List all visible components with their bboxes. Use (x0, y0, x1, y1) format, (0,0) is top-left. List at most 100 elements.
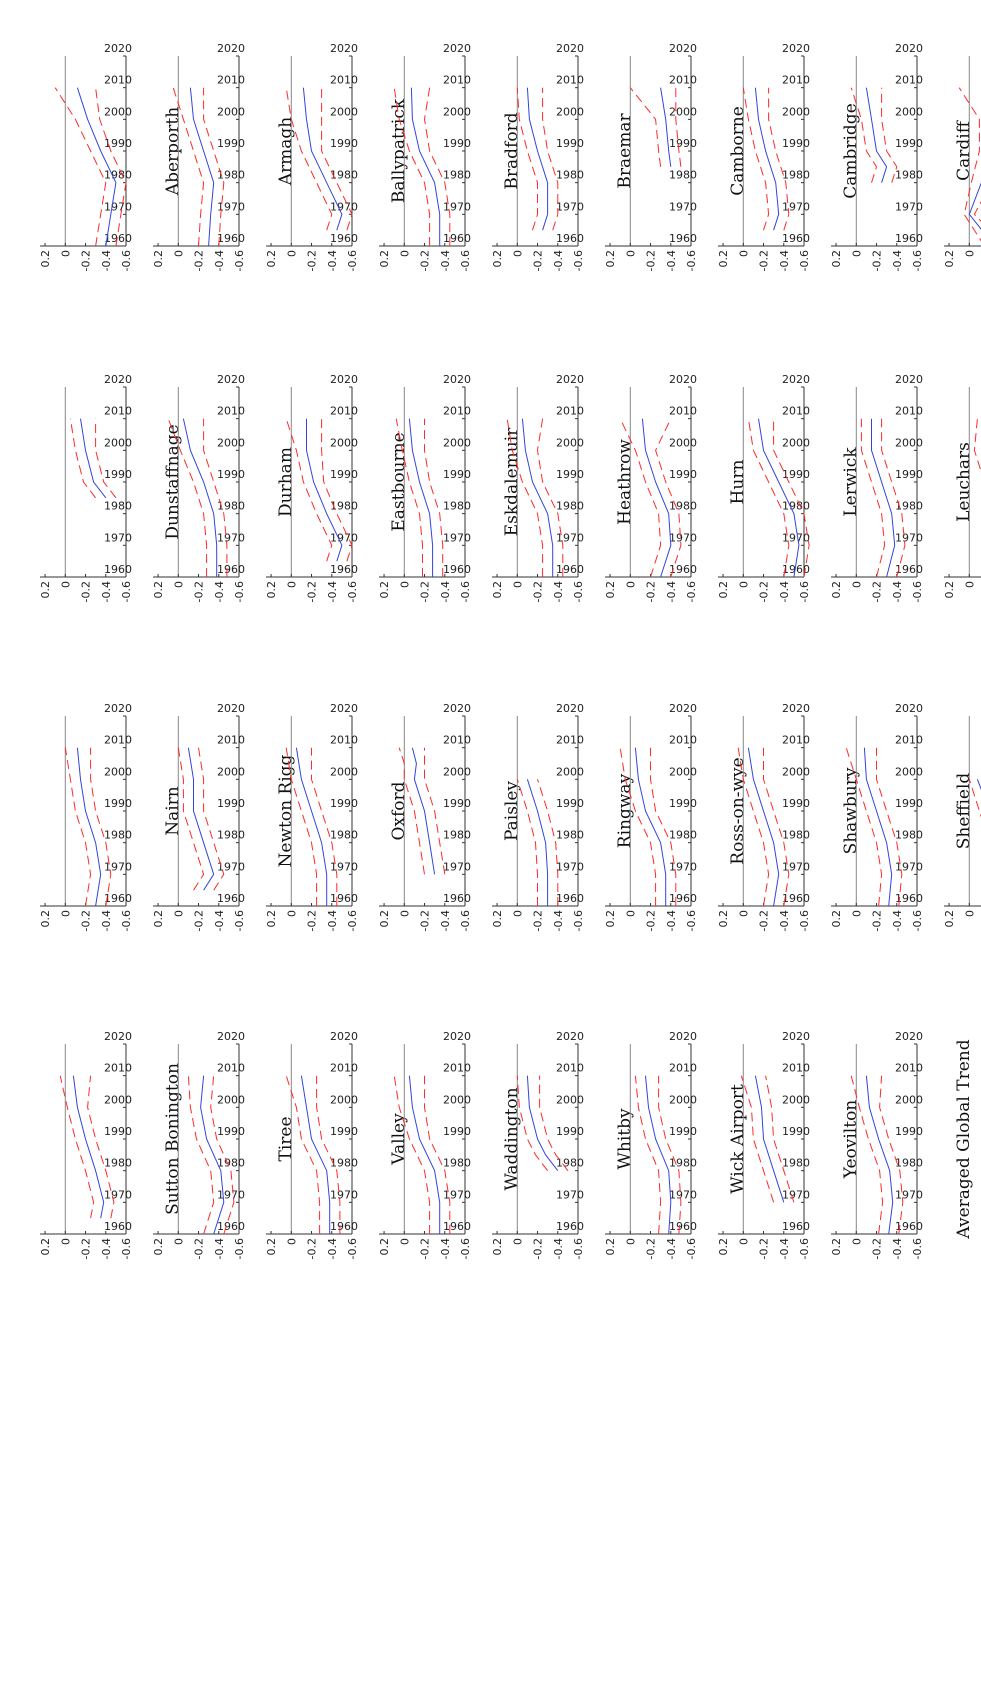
panel-title: Oxford (389, 781, 409, 840)
x-tick-label: 2000 (669, 105, 697, 118)
x-tick-label: 2000 (104, 436, 132, 449)
x-tick-label: 1990 (669, 797, 697, 810)
y-tick-label: -0.6 (911, 250, 924, 271)
x-tick-label: 1970 (669, 200, 697, 213)
y-tick-label: 0.2 (152, 1238, 165, 1256)
x-tick-label: 1980 (443, 500, 471, 513)
x-tick-label: 1990 (443, 468, 471, 481)
x-tick-label: 1970 (556, 860, 584, 873)
y-tick-label: 0 (850, 1238, 863, 1245)
x-tick-label: 1990 (217, 797, 245, 810)
y-tick-label: 0.2 (265, 1238, 278, 1256)
y-tick-label: -0.6 (233, 250, 246, 271)
x-tick-label: 1960 (104, 892, 132, 905)
x-tick-label: 1970 (217, 531, 245, 544)
x-tick-label: 1960 (782, 1220, 810, 1233)
x-tick-label: 1980 (330, 829, 358, 842)
upper-bound-line (860, 418, 886, 578)
x-tick-label: 1980 (556, 829, 584, 842)
y-tick-label: -0.2 (193, 250, 206, 271)
x-tick-label: 1970 (556, 1188, 584, 1201)
x-tick-label: 2000 (895, 1093, 923, 1106)
x-tick-label: 1990 (556, 1125, 584, 1138)
panel-southampton: 0.20-0.2-0.4-0.6196019701980199020002010… (943, 716, 981, 928)
y-tick-label: -0.6 (572, 1238, 585, 1259)
x-tick-label: 2010 (217, 405, 245, 418)
y-tick-label: 0.2 (378, 1238, 391, 1256)
upper-bound-line (742, 87, 770, 231)
x-tick-label: 2020 (443, 1030, 471, 1043)
x-tick-label: 1970 (217, 1188, 245, 1201)
panel-lowestoft: 0.20-0.2-0.4-0.6196019701980199020002010… (943, 387, 981, 599)
mean-line (634, 747, 667, 906)
x-tick-label: 2020 (217, 702, 245, 715)
panel-title: Newton Rigg (276, 754, 296, 867)
x-tick-label: 1970 (104, 1188, 132, 1201)
y-tick-label: 0.2 (491, 910, 504, 928)
x-tick-label: 1980 (669, 169, 697, 182)
x-tick-label: 1960 (895, 892, 923, 905)
y-tick-label: 0 (172, 910, 185, 917)
y-tick-label: 0.2 (491, 581, 504, 599)
x-tick-label: 1960 (330, 232, 358, 245)
x-tick-label: 2000 (556, 1093, 584, 1106)
x-tick-label: 1990 (443, 1125, 471, 1138)
x-tick-label: 2010 (104, 74, 132, 87)
lower-bound-line (542, 87, 559, 231)
x-tick-label: 2010 (443, 734, 471, 747)
y-tick-label: -0.4 (439, 250, 452, 271)
mean-line (295, 747, 328, 906)
x-tick-label: 2010 (782, 74, 810, 87)
mean-line (300, 1075, 331, 1234)
panel-title: Valley (389, 1113, 409, 1166)
mean-line (200, 1075, 225, 1235)
x-tick-label: 2010 (669, 74, 697, 87)
x-tick-label: 1990 (217, 468, 245, 481)
y-tick-label: -0.4 (100, 250, 113, 271)
x-tick-label: 1980 (556, 1157, 584, 1170)
panel-title: Bradford (502, 112, 522, 189)
y-tick-label: 0.2 (943, 581, 956, 599)
x-tick-label: 2010 (443, 1062, 471, 1075)
x-tick-label: 2010 (217, 74, 245, 87)
x-tick-label: 2020 (217, 42, 245, 55)
y-tick-label: -0.4 (552, 1238, 565, 1259)
y-tick-label: -0.4 (778, 581, 791, 602)
y-tick-label: -0.6 (798, 250, 811, 271)
y-tick-label: 0.2 (378, 910, 391, 928)
lower-bound-line (424, 747, 446, 875)
y-tick-label: 0.2 (39, 1238, 52, 1256)
mean-line (976, 779, 981, 906)
y-tick-label: 0 (624, 581, 637, 588)
y-tick-label: -0.4 (439, 1238, 452, 1259)
x-tick-label: 1980 (782, 1157, 810, 1170)
x-tick-label: 2000 (104, 1093, 132, 1106)
panel-title: Hurn (728, 460, 748, 505)
y-tick-label: 0.2 (265, 910, 278, 928)
x-tick-label: 2000 (782, 436, 810, 449)
mean-line (302, 87, 343, 231)
mean-line (526, 1075, 559, 1172)
mean-line (754, 1075, 785, 1203)
x-tick-label: 1970 (217, 200, 245, 213)
x-tick-label: 2020 (443, 373, 471, 386)
y-tick-label: 0 (624, 910, 637, 917)
x-tick-label: 1980 (782, 169, 810, 182)
y-tick-label: -0.6 (233, 581, 246, 602)
lower-bound-line (537, 779, 559, 906)
y-tick-label: 0 (963, 910, 976, 917)
panel-ross-on-wye: 0.2 0 -0.2 -0.4 -0.6 1960 1970 1980 1990 2000 2010… (604, 702, 748, 931)
y-tick-label: 0.2 (491, 250, 504, 268)
x-tick-label: 1990 (104, 797, 132, 810)
y-tick-label: -0.4 (778, 910, 791, 931)
panel-title: Averaged Global Trend (954, 1039, 974, 1239)
x-tick-label: 1960 (895, 563, 923, 576)
x-tick-label: 1990 (895, 137, 923, 150)
panel-title: Armagh (276, 117, 296, 187)
y-tick-label: -0.4 (665, 910, 678, 931)
x-tick-label: 2010 (104, 734, 132, 747)
x-tick-label: 2010 (217, 1062, 245, 1075)
upper-bound-line (516, 87, 538, 231)
x-tick-label: 1960 (556, 563, 584, 576)
y-tick-label: -0.4 (213, 581, 226, 602)
